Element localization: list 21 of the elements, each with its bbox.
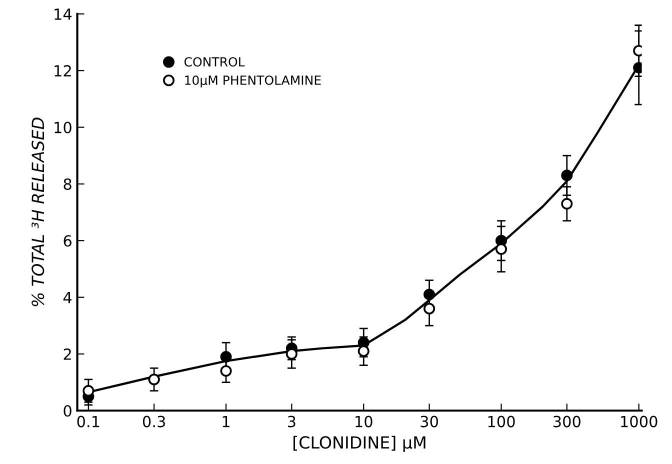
y-tick-label: 8 [64,178,72,190]
legend-label: 10μM PHENTOLAMINE [185,75,321,88]
x-axis-title: [CLONIDINE] μM [294,436,426,452]
x-tick-label: 3 [288,416,296,428]
y-tick-label: 2 [64,348,71,360]
x-tick-label: 0.1 [77,416,100,428]
y-axis-title: % TOTAL ³H RELEASED [32,118,44,306]
x-tick-label: 30 [420,416,438,428]
y-tick-label: 6 [64,235,72,247]
y-tick-label: 10 [54,122,72,134]
x-tick-label: 1 [222,416,230,428]
x-tick-label: 10 [356,416,372,428]
x-tick-label: 100 [488,416,515,428]
y-tick-label: 4 [63,292,72,304]
x-tick-label: 300 [553,416,580,428]
x-tick-label: 1000 [621,416,658,428]
y-tick-label: 0 [64,405,72,417]
y-tick-label: 14 [54,8,72,20]
x-tick-label: 0.3 [142,416,165,428]
legend-label: CONTROL [184,57,245,67]
y-tick-label: 12 [54,65,71,76]
